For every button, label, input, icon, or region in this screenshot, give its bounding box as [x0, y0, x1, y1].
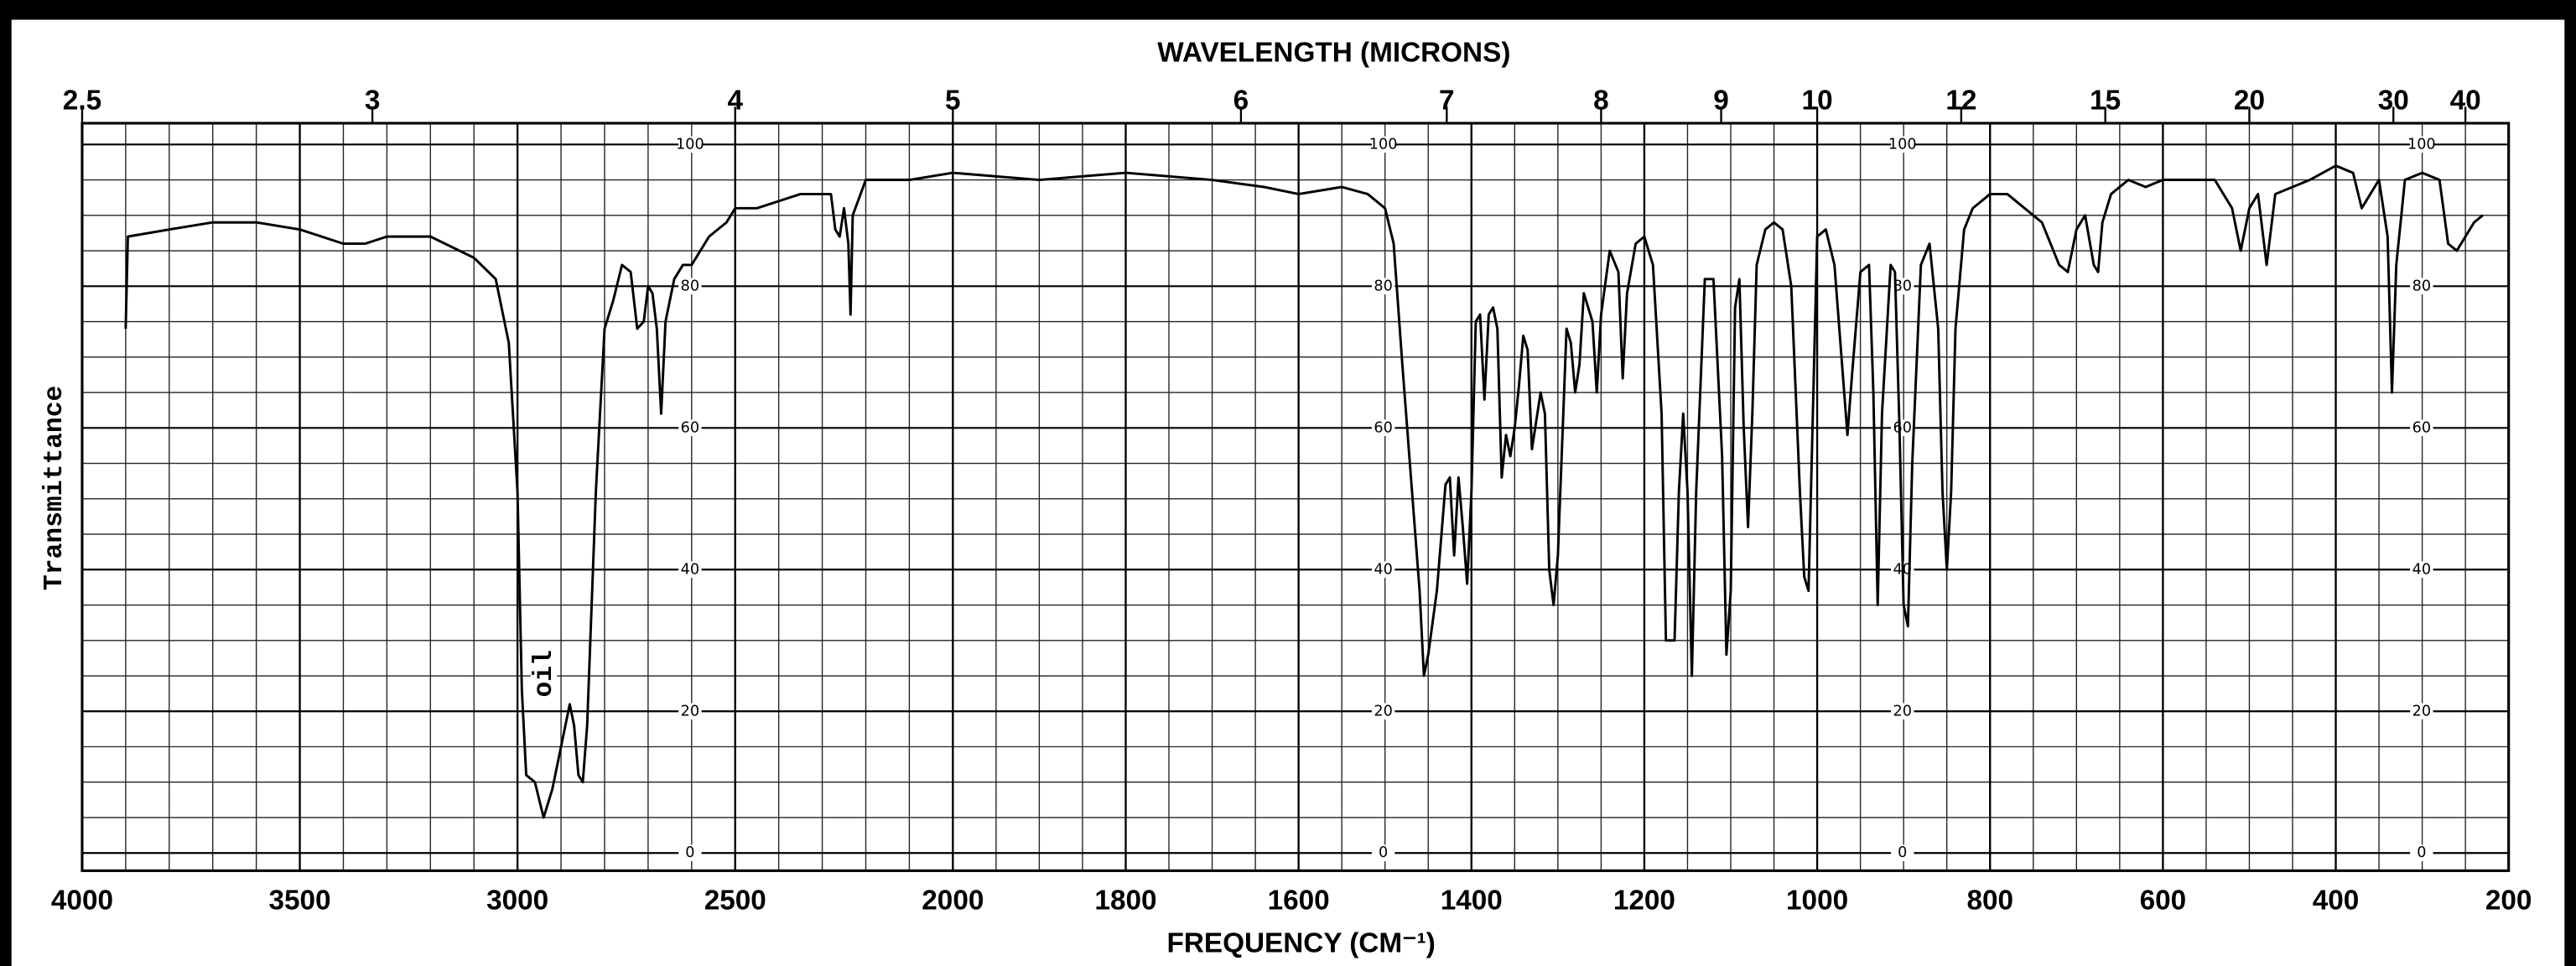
- x-tick-label: 1000: [1786, 885, 1848, 916]
- y-tick-label: 100: [1369, 136, 1398, 153]
- scan-border: [2564, 0, 2576, 966]
- x2-tick-label: 12: [1945, 85, 1976, 116]
- x2-tick-label: 7: [1439, 85, 1455, 116]
- y-tick-label: 40: [681, 561, 699, 578]
- x-tick-label: 1800: [1094, 885, 1156, 916]
- label-bg: [1371, 136, 1395, 153]
- spectrum-line: [124, 164, 2484, 819]
- x-tick-label: 600: [2140, 885, 2187, 916]
- y-tick-label: 20: [681, 703, 699, 719]
- y-tick-label: 100: [1888, 136, 1917, 153]
- y-tick-label: 80: [1374, 278, 1392, 294]
- x2-tick-label: 5: [945, 85, 961, 116]
- y-tick-label: 0: [1379, 844, 1388, 861]
- x2-tick-label: 2.5: [63, 85, 101, 116]
- y-tick-label: 0: [2417, 844, 2426, 861]
- x-tick-label: 3000: [486, 885, 548, 916]
- y-tick-label: 0: [685, 844, 694, 861]
- x-tick-label: 800: [1966, 885, 2013, 916]
- scan-border: [0, 0, 12, 966]
- x-tick-label: 2000: [922, 885, 984, 916]
- y-tick-label: 80: [681, 278, 699, 294]
- label-bg: [2410, 561, 2433, 579]
- label-bg: [2410, 703, 2433, 720]
- label-bg: [1371, 844, 1395, 862]
- label-bg: [678, 844, 702, 862]
- x-tick-label: 1600: [1268, 885, 1330, 916]
- x-tick-label: 2500: [704, 885, 766, 916]
- y-tick-label: 100: [676, 136, 704, 153]
- y-tick-label: 40: [2412, 561, 2431, 578]
- annotation: oil: [530, 650, 559, 697]
- chart-title: WAVELENGTH (MICRONS): [1157, 37, 1510, 68]
- x2-tick-label: 10: [1802, 85, 1833, 116]
- scan-border: [0, 0, 2576, 20]
- y-axis-label: Transmittance: [40, 386, 70, 590]
- label-bg: [1371, 278, 1395, 295]
- label-bg: [2410, 419, 2433, 437]
- x2-tick-label: 4: [727, 85, 743, 116]
- label-bg: [678, 703, 702, 720]
- grid: [80, 122, 2510, 871]
- x2-tick-label: 9: [1713, 85, 1729, 116]
- label-bg: [2410, 136, 2433, 153]
- y-tick-label: 80: [2412, 278, 2431, 294]
- x2-tick-label: 3: [365, 85, 381, 116]
- label-bg: [1891, 844, 1914, 862]
- y-tick-label: 80: [1893, 278, 1912, 294]
- label-bg: [1891, 703, 1914, 720]
- x-tick-label: 4000: [51, 885, 113, 916]
- x2-tick-label: 30: [2378, 85, 2409, 116]
- x-tick-label: 400: [2313, 885, 2360, 916]
- y-tick-label: 60: [1374, 419, 1392, 436]
- x2-tick-label: 15: [2090, 85, 2121, 116]
- label-bg: [678, 278, 702, 295]
- label-bg: [1371, 419, 1395, 437]
- y-tick-label: 20: [1374, 703, 1392, 719]
- x-tick-label: 3500: [269, 885, 331, 916]
- label-bg: [2410, 278, 2433, 295]
- label-bg: [678, 561, 702, 579]
- label-bg: [1891, 136, 1914, 153]
- x2-tick-label: 20: [2234, 85, 2265, 116]
- label-bg: [1371, 703, 1395, 720]
- x2-tick-label: 8: [1593, 85, 1609, 116]
- y-tick-label: 60: [1893, 419, 1912, 436]
- x-tick-label: 1200: [1613, 885, 1675, 916]
- label-bg: [2410, 844, 2433, 862]
- y-tick-label: 60: [681, 419, 699, 436]
- label-bg: [678, 419, 702, 437]
- label-bg: [1371, 561, 1395, 579]
- y-tick-label: 20: [1893, 703, 1912, 719]
- x2-tick-label: 40: [2450, 85, 2481, 116]
- x-axis-label: FREQUENCY (CM⁻¹): [1167, 927, 1436, 958]
- plot-frame: [80, 122, 2511, 872]
- label-bg: [1891, 419, 1914, 437]
- y-tick-label: 20: [2412, 703, 2431, 719]
- label-bg: [678, 136, 702, 153]
- x-tick-label: 200: [2485, 885, 2532, 916]
- y-tick-label: 40: [1374, 561, 1392, 578]
- y-tick-label: 60: [2412, 419, 2431, 436]
- annotation-bg: [530, 644, 558, 700]
- y-tick-label: 100: [2407, 136, 2436, 153]
- x2-tick-label: 6: [1233, 85, 1249, 116]
- x-tick-label: 1400: [1441, 885, 1503, 916]
- y-tick-label: 0: [1898, 844, 1907, 861]
